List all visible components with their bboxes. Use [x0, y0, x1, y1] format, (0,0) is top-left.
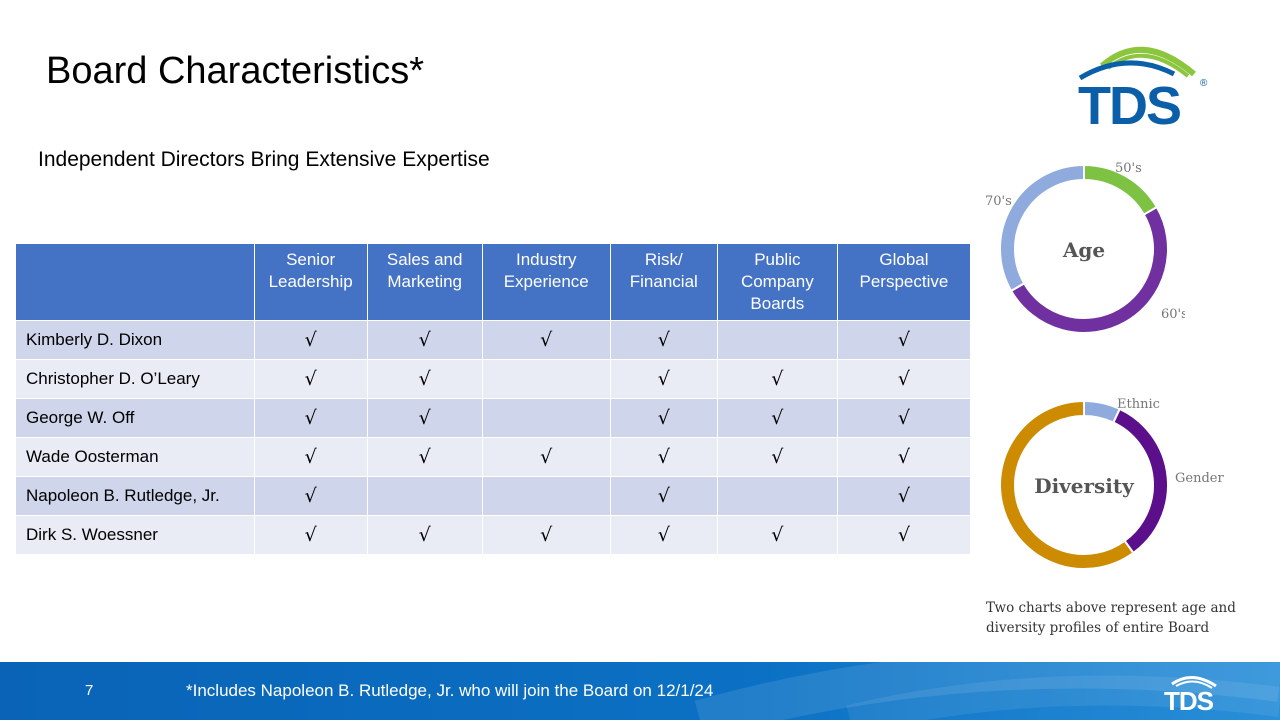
slice-label: Ethnic [1117, 397, 1160, 412]
footnote: *Includes Napoleon B. Rutledge, Jr. who … [186, 681, 714, 700]
expertise-table: Senior Leadership Sales and Marketing Indust… [16, 244, 972, 554]
check-mark: √ [717, 397, 838, 437]
header-cell: Industry Experience [482, 244, 611, 320]
check-mark: √ [610, 319, 718, 359]
header-cell: Senior Leadership [254, 244, 368, 320]
donut-slice [999, 399, 1135, 570]
donut-center-title: Diversity [1034, 474, 1135, 498]
check-mark: √ [610, 397, 718, 437]
table-row: Christopher D. O’Leary √ √ √ √ √ [16, 358, 972, 398]
header-cell: Public Company Boards [717, 244, 838, 320]
check-mark: √ [610, 436, 718, 476]
header-cell-blank [16, 244, 255, 320]
table-row: Napoleon B. Rutledge, Jr. √ √ √ [16, 475, 972, 515]
footer-swirl-decoration [694, 662, 1280, 720]
table-row: George W. Off √ √ √ √ √ [16, 397, 972, 437]
donut-center-title: Age [1062, 238, 1105, 262]
check-mark: √ [837, 358, 972, 398]
footer-bar: 7 *Includes Napoleon B. Rutledge, Jr. wh… [0, 662, 1280, 720]
logo-arc-outer [1099, 46, 1196, 77]
check-mark: √ [610, 514, 718, 554]
table-row: Kimberly D. Dixon √ √ √ √ √ [16, 319, 972, 359]
slice-label: 70's [985, 194, 1012, 209]
table-body: Kimberly D. Dixon √ √ √ √ √ Christopher D. O’L… [16, 319, 972, 554]
director-name: Napoleon B. Rutledge, Jr. [16, 475, 255, 515]
director-name: Dirk S. Woessner [16, 514, 255, 554]
section-subtitle: Independent Directors Bring Extensive Ex… [38, 148, 490, 171]
check-mark: √ [367, 397, 483, 437]
age-chart: 50's 60's 70's Age [985, 155, 1188, 340]
check-mark: √ [610, 358, 718, 398]
logo-text: TDS [1078, 76, 1180, 130]
check-mark: √ [837, 514, 972, 554]
table-row: Wade Oosterman √ √ √ √ √ √ [16, 436, 972, 476]
empty-cell [482, 475, 611, 515]
check-mark: √ [254, 358, 368, 398]
slice-label: 50's [1115, 161, 1142, 176]
slice-label: Gender [1175, 471, 1224, 486]
check-mark: √ [717, 514, 838, 554]
empty-cell [482, 397, 611, 437]
diversity-donut-chart: Ethnic Gender Diversity [999, 397, 1224, 570]
director-name: Wade Oosterman [16, 436, 255, 476]
check-mark: √ [837, 397, 972, 437]
header-cell: Sales and Marketing [367, 244, 483, 320]
check-mark: √ [717, 436, 838, 476]
donut-slice [1009, 205, 1169, 334]
check-mark: √ [254, 514, 368, 554]
table-header-row: Senior Leadership Sales and Marketing Indust… [16, 244, 972, 320]
check-mark: √ [254, 397, 368, 437]
check-mark: √ [254, 475, 368, 515]
director-name: Kimberly D. Dixon [16, 319, 255, 359]
director-name: Christopher D. O’Leary [16, 358, 255, 398]
director-name: George W. Off [16, 397, 255, 437]
check-mark: √ [837, 475, 972, 515]
empty-cell [717, 475, 838, 515]
footer-logo-text: TDS [1164, 686, 1214, 712]
check-mark: √ [254, 436, 368, 476]
check-mark: √ [482, 319, 611, 359]
table-row: Dirk S. Woessner √ √ √ √ √ √ [16, 514, 972, 554]
check-mark: √ [610, 475, 718, 515]
slice-label: 60's [1161, 307, 1185, 322]
slide-title: Board Characteristics* [46, 50, 425, 92]
donut-slice [999, 163, 1085, 293]
check-mark: √ [482, 436, 611, 476]
empty-cell [482, 358, 611, 398]
check-mark: √ [367, 358, 483, 398]
check-mark: √ [367, 319, 483, 359]
check-mark: √ [837, 319, 972, 359]
logo-arc-blue [1078, 60, 1176, 81]
check-mark: √ [482, 514, 611, 554]
page-number: 7 [85, 682, 94, 699]
charts-note: Two charts above represent age and diver… [986, 600, 1236, 636]
diversity-chart: Ethnic Gender Diversity [985, 388, 1235, 578]
check-mark: √ [717, 358, 838, 398]
header-cell: Global Perspective [837, 244, 972, 320]
age-donut-chart: 50's 60's 70's Age [985, 161, 1188, 334]
empty-cell [717, 319, 838, 359]
check-mark: √ [367, 436, 483, 476]
tds-logo: TDS ® [1078, 46, 1208, 130]
header-cell: Risk/Financial [610, 244, 718, 320]
logo-registered-mark: ® [1200, 78, 1208, 89]
empty-cell [367, 475, 483, 515]
check-mark: √ [837, 436, 972, 476]
footer-tds-logo: TDS [1164, 676, 1217, 712]
check-mark: √ [254, 319, 368, 359]
check-mark: √ [367, 514, 483, 554]
